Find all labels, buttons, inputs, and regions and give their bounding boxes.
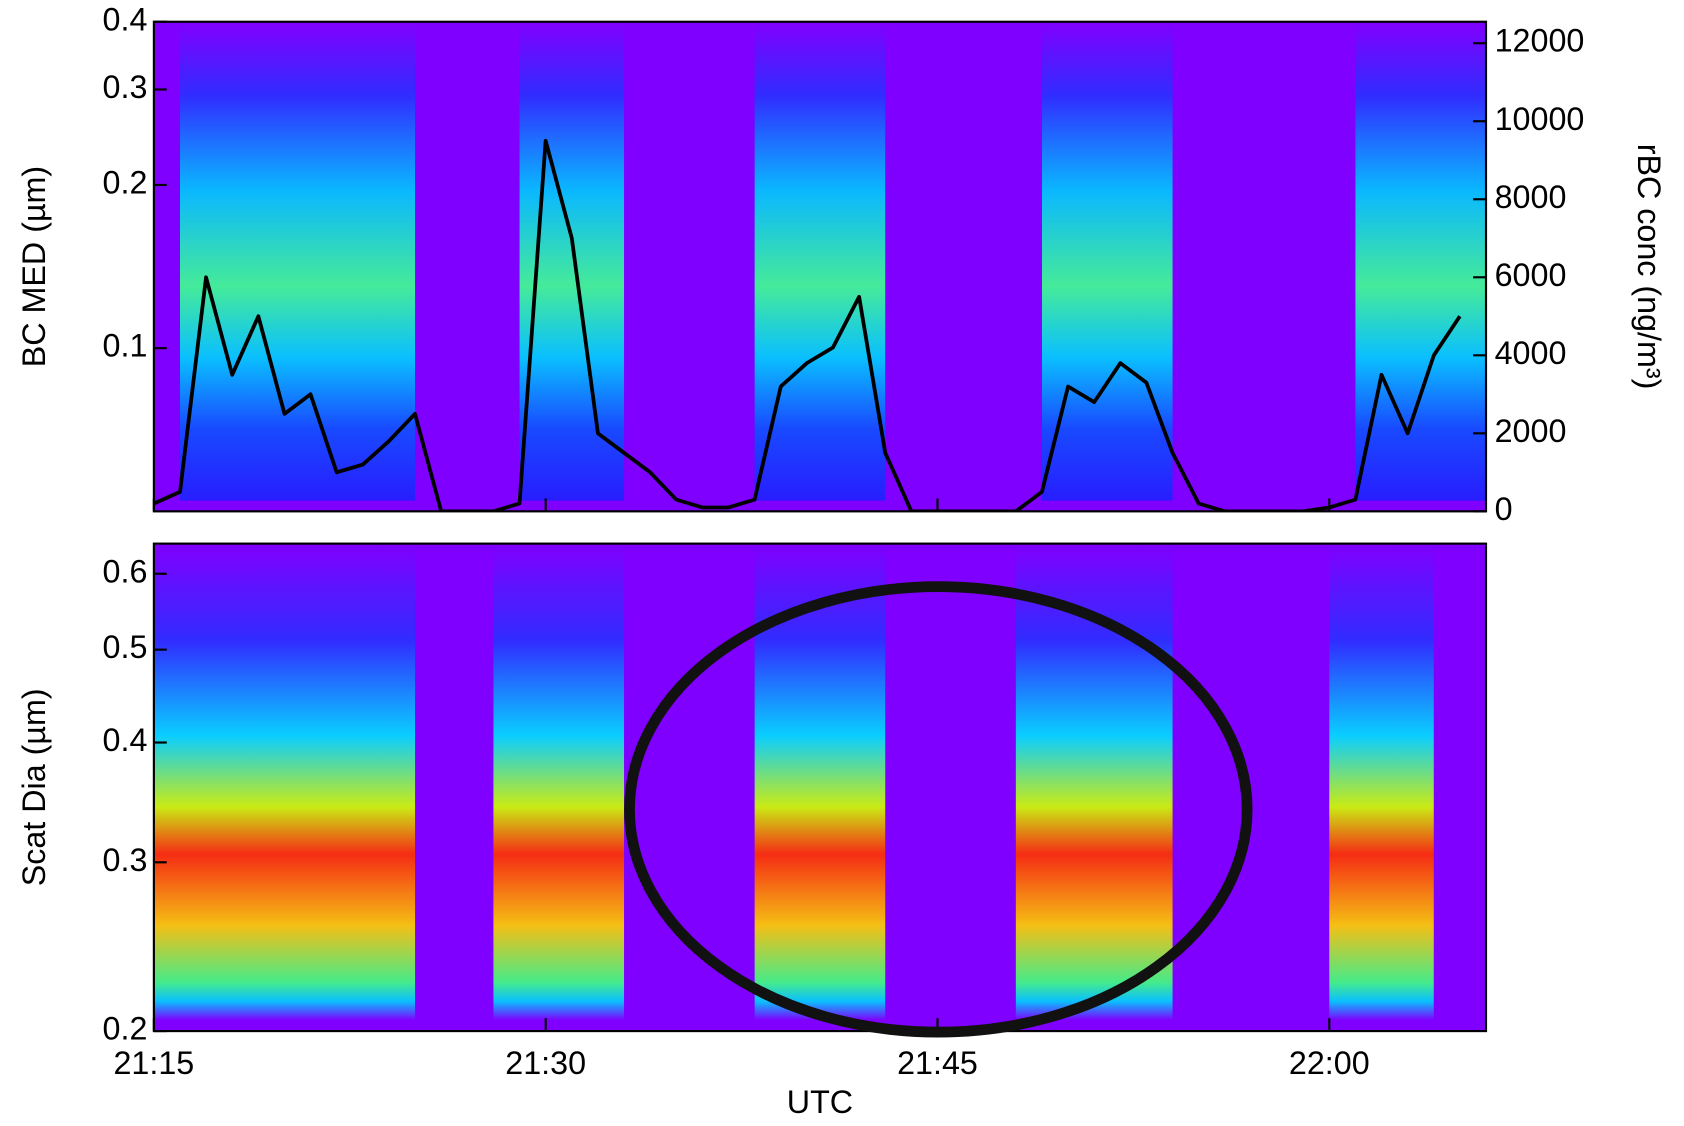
x-tick-label: 21:30 xyxy=(505,1045,586,1081)
plume xyxy=(1329,545,1434,1021)
y2-tick-label: 4000 xyxy=(1495,335,1567,371)
plume xyxy=(1355,23,1487,501)
plume xyxy=(1015,545,1173,1021)
plume xyxy=(493,545,625,1021)
y2-tick-label: 2000 xyxy=(1495,413,1567,449)
y-axis-label: BC MED (µm) xyxy=(16,166,52,367)
y-tick-label: 0.4 xyxy=(103,1,148,37)
y2-tick-label: 0 xyxy=(1495,491,1513,527)
annotation-ellipse xyxy=(624,581,1253,1038)
plume xyxy=(153,545,416,1021)
y-tick-label: 0.2 xyxy=(103,164,148,200)
x-tick-label: 21:15 xyxy=(113,1045,194,1081)
y-tick-label: 0.3 xyxy=(103,69,148,105)
y2-tick-label: 10000 xyxy=(1495,101,1585,137)
y-tick-label: 0.1 xyxy=(103,328,148,364)
plume xyxy=(1041,23,1173,501)
y-tick-label: 0.2 xyxy=(103,1011,148,1047)
rbc-line xyxy=(153,138,1462,512)
plume xyxy=(754,23,886,501)
plot-frame xyxy=(152,20,1488,513)
y2-tick-label: 8000 xyxy=(1495,179,1567,215)
y-axis-label: Scat Dia (µm) xyxy=(16,688,52,886)
y2-axis-label: rBC conc (ng/m³) xyxy=(1631,144,1667,390)
y-tick-label: 0.4 xyxy=(103,722,148,758)
x-tick-label: 22:00 xyxy=(1289,1045,1370,1081)
y-tick-label: 0.6 xyxy=(103,553,148,589)
x-tick-label: 21:45 xyxy=(897,1045,978,1081)
plot-frame xyxy=(152,542,1488,1033)
plume xyxy=(179,23,416,501)
y2-tick-label: 12000 xyxy=(1495,23,1585,59)
y2-tick-label: 6000 xyxy=(1495,257,1567,293)
y-tick-label: 0.5 xyxy=(103,629,148,665)
y-tick-label: 0.3 xyxy=(103,842,148,878)
x-axis-label: UTC xyxy=(787,1084,853,1120)
